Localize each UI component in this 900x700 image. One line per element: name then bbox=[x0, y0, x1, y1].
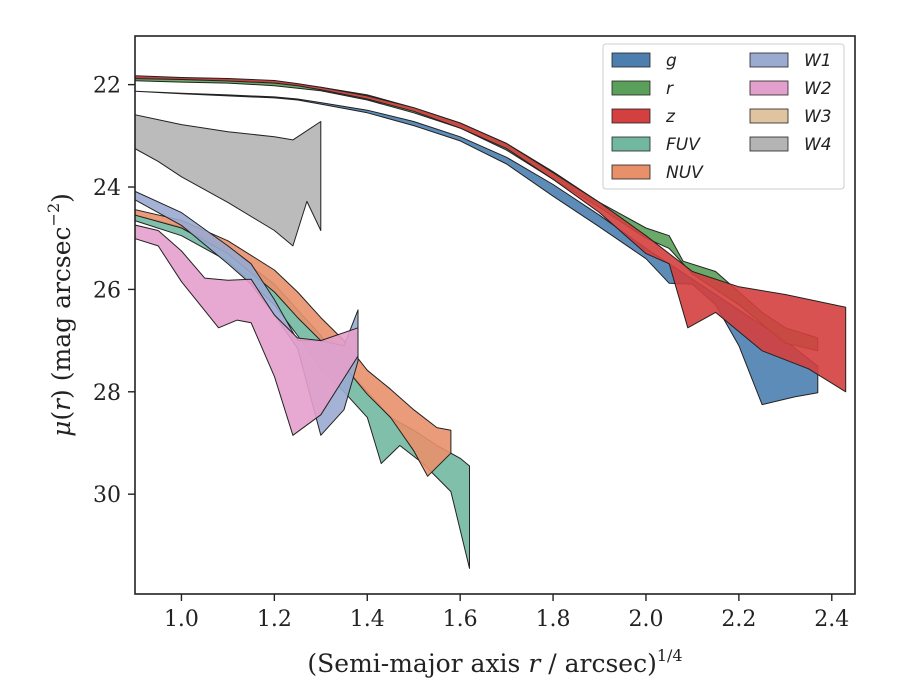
legend-swatch-g bbox=[611, 52, 651, 68]
y-axis-title: μ(r) (mag arcsec−2) bbox=[44, 193, 76, 437]
legend-label-nuv: NUV bbox=[666, 163, 704, 183]
legend-swatch-w2 bbox=[749, 80, 789, 96]
y-axis-ticks: 22 24 26 28 30 bbox=[93, 74, 135, 508]
x-tick-label: 1.2 bbox=[257, 607, 292, 632]
x-axis-title-lead: (Semi-major axis bbox=[307, 649, 528, 678]
legend-label-w1: W1 bbox=[804, 51, 832, 71]
y-axis-title-var: r bbox=[47, 397, 76, 411]
band-z bbox=[135, 75, 847, 393]
legend-swatch-nuv bbox=[611, 164, 651, 180]
legend-box bbox=[602, 43, 845, 190]
x-axis-title: (Semi-major axis r / arcsec)1/4 bbox=[307, 646, 682, 678]
legend-label-r: r bbox=[666, 79, 674, 99]
x-axis-ticks: 1.0 1.2 1.4 1.6 1.8 2.0 2.2 2.4 bbox=[164, 594, 849, 632]
x-axis-title-exponent: 1/4 bbox=[657, 646, 683, 665]
legend-swatch-z bbox=[611, 108, 651, 124]
legend-swatch-w1 bbox=[749, 52, 789, 68]
band-nuv bbox=[135, 209, 452, 477]
x-tick-label: 1.4 bbox=[350, 607, 385, 632]
y-axis-title-close: ) bbox=[47, 193, 76, 203]
legend-label-z: z bbox=[665, 107, 676, 127]
legend-swatch-fuv bbox=[611, 136, 651, 152]
x-axis-title-var: r bbox=[528, 649, 542, 678]
legend-label-fuv: FUV bbox=[666, 135, 701, 155]
legend-label-w4: W4 bbox=[804, 135, 832, 155]
y-axis-title-mid: ) (mag arcsec bbox=[47, 226, 76, 399]
y-axis-title-mu: μ bbox=[47, 421, 76, 437]
x-axis-title-tail: / arcsec) bbox=[540, 649, 657, 678]
legend-label-w3: W3 bbox=[804, 107, 832, 127]
y-tick-label: 30 bbox=[93, 483, 121, 508]
legend-swatch-w4 bbox=[749, 136, 789, 152]
plot-frame bbox=[134, 35, 856, 595]
legend-label-g: g bbox=[666, 51, 677, 71]
legend-label-w2: W2 bbox=[804, 79, 832, 99]
y-axis-title-open: ( bbox=[47, 411, 76, 421]
band-g bbox=[135, 90, 819, 406]
band-w4 bbox=[135, 114, 322, 247]
legend-swatch-w3 bbox=[749, 108, 789, 124]
y-axis-title-exponent: −2 bbox=[44, 203, 63, 227]
y-tick-label: 22 bbox=[93, 74, 121, 99]
x-tick-label: 1.0 bbox=[164, 607, 199, 632]
x-tick-label: 2.4 bbox=[814, 607, 849, 632]
legend: grz FUV NUV W1 W2 W3 W4 bbox=[602, 43, 845, 190]
series-bands bbox=[135, 75, 847, 569]
x-tick-label: 2.0 bbox=[628, 607, 663, 632]
y-tick-label: 26 bbox=[93, 278, 121, 303]
x-tick-label: 2.2 bbox=[721, 607, 756, 632]
legend-swatch-r bbox=[611, 80, 651, 96]
band-w1 bbox=[135, 190, 359, 436]
band-w2 bbox=[135, 224, 359, 436]
y-tick-label: 24 bbox=[93, 176, 121, 201]
x-tick-label: 1.6 bbox=[443, 607, 478, 632]
x-tick-label: 1.8 bbox=[536, 607, 571, 632]
y-tick-label: 28 bbox=[93, 381, 121, 406]
